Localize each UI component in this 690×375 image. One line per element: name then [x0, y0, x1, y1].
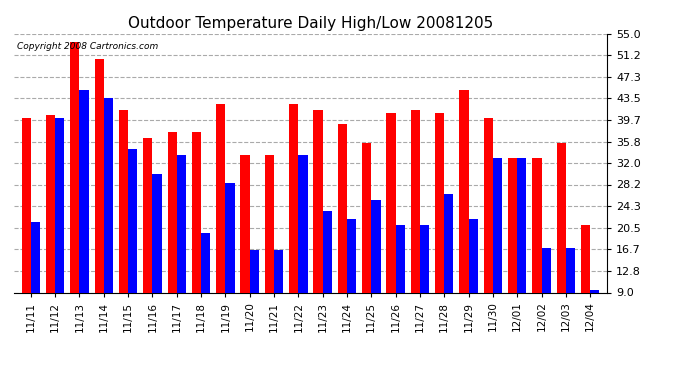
Bar — [469, 219, 477, 292]
Bar — [590, 290, 600, 292]
Bar — [298, 154, 308, 292]
Bar — [21, 118, 31, 292]
Bar — [192, 132, 201, 292]
Bar — [274, 251, 284, 292]
Bar — [508, 158, 518, 292]
Bar — [460, 90, 469, 292]
Bar — [581, 225, 590, 292]
Bar — [371, 200, 381, 292]
Bar — [265, 154, 274, 292]
Bar — [31, 222, 40, 292]
Bar — [484, 118, 493, 292]
Bar — [518, 158, 526, 292]
Bar — [542, 248, 551, 292]
Bar — [250, 251, 259, 292]
Bar — [119, 110, 128, 292]
Bar — [313, 110, 323, 292]
Bar — [362, 144, 371, 292]
Bar — [289, 104, 298, 292]
Title: Outdoor Temperature Daily High/Low 20081205: Outdoor Temperature Daily High/Low 20081… — [128, 16, 493, 31]
Bar — [323, 211, 332, 292]
Bar — [347, 219, 356, 292]
Bar — [104, 99, 113, 292]
Bar — [566, 248, 575, 292]
Bar — [55, 118, 64, 292]
Text: Copyright 2008 Cartronics.com: Copyright 2008 Cartronics.com — [17, 42, 158, 51]
Bar — [128, 149, 137, 292]
Bar — [532, 158, 542, 292]
Bar — [444, 194, 453, 292]
Bar — [152, 174, 161, 292]
Bar — [144, 138, 152, 292]
Bar — [168, 132, 177, 292]
Bar — [216, 104, 226, 292]
Bar — [411, 110, 420, 292]
Bar — [70, 42, 79, 292]
Bar — [395, 225, 405, 292]
Bar — [420, 225, 429, 292]
Bar — [386, 112, 395, 292]
Bar — [493, 158, 502, 292]
Bar — [240, 154, 250, 292]
Bar — [177, 154, 186, 292]
Bar — [79, 90, 89, 292]
Bar — [201, 233, 210, 292]
Bar — [435, 112, 444, 292]
Bar — [95, 59, 103, 292]
Bar — [226, 183, 235, 292]
Bar — [46, 116, 55, 292]
Bar — [557, 144, 566, 292]
Bar — [337, 124, 347, 292]
